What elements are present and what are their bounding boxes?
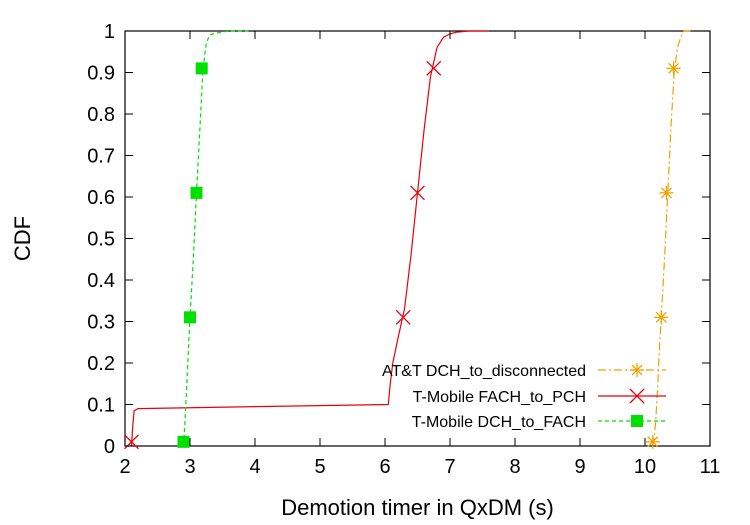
y-tick-label: 0.8 (87, 104, 115, 126)
x-tick-label: 4 (249, 456, 260, 478)
series-point (184, 311, 196, 324)
series-0 (645, 30, 691, 449)
series-point (124, 434, 139, 450)
x-tick-label: 3 (184, 456, 195, 478)
y-tick-label: 0.1 (87, 395, 115, 417)
y-axis-label: CDF (10, 216, 35, 261)
y-tick-label: 0.6 (87, 187, 115, 209)
series-line (130, 30, 489, 447)
series-layer (124, 30, 691, 450)
y-tick-label: 0 (104, 436, 115, 458)
series-point (177, 435, 190, 448)
series-line (652, 30, 691, 447)
series-point (659, 185, 674, 200)
legend-item: T-Mobile FACH_to_PCH (413, 388, 666, 406)
y-tick-label: 0.9 (87, 63, 115, 85)
legend-swatch-marker (629, 388, 645, 404)
y-tick-label: 0.3 (87, 312, 115, 334)
series-point (395, 309, 411, 325)
x-tick-label: 10 (634, 456, 656, 478)
series-point (195, 62, 208, 75)
series-1 (124, 30, 489, 450)
series-point (190, 186, 203, 199)
series-point (666, 61, 681, 76)
plot-frame (124, 30, 711, 447)
x-tick-label: 6 (379, 456, 390, 478)
legend: AT&T DCH_to_disconnected T-Mobile FACH_to… (382, 363, 666, 431)
tick-layer: 2 3 4 5 6 7 8 9 10 11 0 0.1 0.2 0.3 0.4 0.5 0.6 0.7 0.8 0.9… (87, 21, 720, 478)
series-point (645, 434, 660, 449)
series-point (426, 60, 442, 76)
legend-swatch-marker (630, 363, 644, 377)
x-axis-label: Demotion timer in QxDM (s) (281, 495, 554, 520)
legend-label: T-Mobile DCH_to_FACH (412, 414, 586, 431)
legend-item: T-Mobile DCH_to_FACH (412, 414, 666, 431)
x-tick-label: 2 (119, 456, 130, 478)
y-tick-label: 0.2 (87, 353, 115, 375)
y-tick-label: 1 (104, 21, 115, 43)
y-tick-label: 0.5 (87, 229, 115, 251)
y-tick-label: 0.7 (87, 146, 115, 168)
series-point (654, 310, 669, 325)
x-tick-label: 5 (314, 456, 325, 478)
x-tick-label: 7 (444, 456, 455, 478)
series-2 (177, 30, 249, 448)
plot-border (124, 30, 711, 447)
legend-swatch-marker (631, 415, 643, 427)
x-tick-label: 8 (509, 456, 520, 478)
x-tick-label: 11 (700, 456, 721, 478)
series-point (410, 185, 425, 201)
legend-item: AT&T DCH_to_disconnected (382, 363, 666, 380)
legend-label: AT&T DCH_to_disconnected (382, 363, 586, 380)
y-tick-label: 0.4 (87, 270, 115, 292)
series-line (182, 30, 249, 447)
legend-label: T-Mobile FACH_to_PCH (413, 389, 586, 406)
x-tick-label: 9 (574, 456, 585, 478)
